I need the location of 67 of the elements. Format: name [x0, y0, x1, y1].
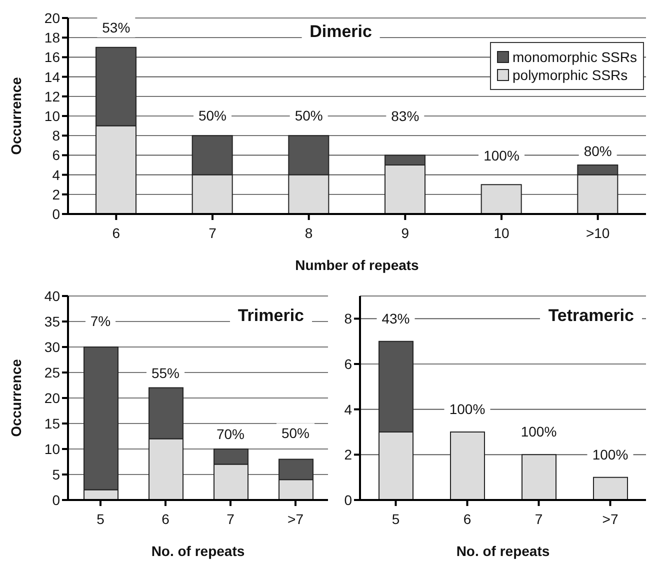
y-tick-label: 20	[44, 10, 60, 26]
annotation: 100%	[520, 424, 557, 440]
legend-label: polymorphic SSRs	[512, 67, 628, 83]
legend-label: monomorphic SSRs	[512, 49, 637, 65]
bar	[522, 454, 556, 500]
x-tick-label: >10	[586, 224, 610, 241]
y-tick-label: 4	[344, 401, 352, 418]
x-tick-label: 5	[96, 510, 105, 527]
x-tick-label: >7	[288, 510, 304, 527]
annotation: 43%	[382, 310, 410, 326]
x-axis-title: No. of repeats	[456, 543, 550, 559]
annotation: 50%	[294, 108, 323, 124]
y-tick-label: 16	[44, 49, 60, 66]
x-tick-label: 7	[226, 510, 235, 527]
x-axis-title: No. of repeats	[151, 543, 245, 559]
y-tick-label: 5	[52, 466, 60, 482]
y-tick-label: 10	[44, 440, 60, 457]
x-axis-title: Number of repeats	[295, 257, 420, 273]
annotation: 50%	[198, 108, 227, 124]
x-tick-label: 6	[112, 224, 120, 241]
y-tick-label: 35	[44, 313, 60, 330]
x-tick-label: 6	[162, 510, 170, 527]
y-tick-label: 2	[344, 446, 352, 463]
x-tick-label: >7	[602, 510, 618, 527]
x-tick-label: 8	[304, 224, 313, 241]
y-tick-label: 8	[52, 128, 60, 144]
text: Tetrameric	[540, 306, 642, 326]
x-tick-label: 9	[401, 224, 410, 241]
bar	[593, 476, 628, 500]
y-tick-label: 8	[344, 310, 352, 327]
y-tick-label: 6	[52, 147, 60, 164]
y-tick-label: 10	[44, 108, 60, 124]
y-tick-label: 6	[344, 356, 352, 372]
bar	[480, 184, 522, 214]
y-tick-label: 25	[44, 364, 60, 380]
x-tick-label: 6	[463, 510, 472, 527]
y-tick-label: 40	[44, 288, 60, 304]
annotation: 50%	[281, 425, 310, 442]
x-tick-label: 10	[494, 224, 510, 241]
y-tick-label: 15	[44, 415, 60, 432]
y-tick-label: 0	[344, 492, 352, 508]
annotation: 55%	[151, 364, 180, 381]
x-tick-label: 7	[534, 510, 543, 527]
y-tick-label: 14	[44, 68, 60, 85]
y-axis-title: Occurrence	[8, 76, 24, 155]
annotation: 100%	[449, 401, 486, 417]
y-tick-label: 0	[52, 492, 60, 508]
y-tick-label: 30	[44, 338, 60, 355]
y-tick-label: 2	[52, 186, 60, 202]
text: Trimeric	[230, 306, 312, 326]
y-axis-title: Occurrence	[8, 358, 24, 437]
y-tick-label: 20	[44, 390, 60, 406]
annotation: 80%	[584, 143, 612, 159]
annotation: 83%	[391, 108, 420, 124]
annotation: 100%	[592, 446, 628, 462]
chart-title: Dimeric	[302, 22, 380, 42]
bar	[450, 432, 485, 500]
annotation: 7%	[90, 313, 111, 329]
y-tick-label: 4	[52, 166, 60, 183]
y-tick-label: 12	[44, 88, 60, 104]
annotation: 70%	[216, 426, 245, 442]
annotation: 100%	[484, 148, 520, 164]
y-tick-label: 18	[44, 30, 60, 46]
x-tick-label: 5	[392, 510, 400, 527]
annotation: 53%	[102, 19, 130, 36]
x-tick-label: 7	[208, 224, 217, 241]
y-tick-label: 0	[52, 206, 60, 222]
